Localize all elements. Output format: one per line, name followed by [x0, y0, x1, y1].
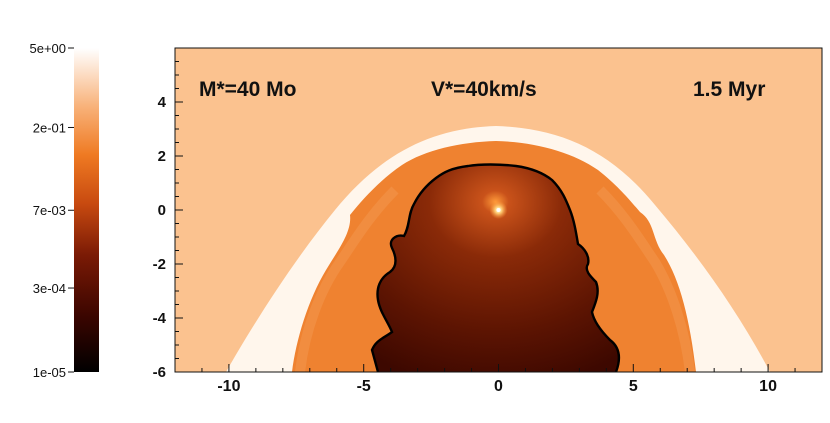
x-tick-label: -10	[217, 378, 240, 395]
annotation-mass: M*=40 Mo	[199, 78, 296, 101]
hot-bubble-region	[372, 164, 619, 372]
y-tick-label: -4	[153, 310, 167, 327]
annotation-time: 1.5 Myr	[693, 78, 765, 101]
colorbar: 5e+00 2e-01 7e-03 3e-04 1e-05	[29, 41, 99, 380]
y-tick-label: 2	[158, 148, 166, 165]
x-tick-label: 5	[629, 378, 638, 395]
colorbar-tick-label: 2e-01	[33, 120, 66, 135]
colorbar-tick-label: 1e-05	[33, 365, 66, 380]
x-axis: -10 -5 0 5 10	[174, 364, 823, 395]
y-tick-label: -2	[153, 256, 166, 273]
colorbar-tick-label: 5e+00	[29, 41, 66, 56]
y-axis: -6 -4 -2 0 2 4	[153, 47, 183, 381]
x-tick-label: -5	[357, 378, 371, 395]
y-tick-label: 4	[158, 94, 167, 111]
annotation-velocity: V*=40km/s	[431, 78, 537, 101]
colorbar-ticks: 5e+00 2e-01 7e-03 3e-04 1e-05	[29, 41, 74, 380]
colorbar-tick-label: 7e-03	[33, 203, 66, 218]
y-tick-label: -6	[153, 364, 166, 381]
star-marker	[496, 208, 501, 212]
plot-panel	[175, 48, 822, 372]
colorbar-ramp	[74, 48, 99, 372]
shocked-layer-texture	[295, 186, 695, 372]
colorbar-tick-label: 3e-04	[33, 281, 66, 296]
y-tick-label: 0	[158, 202, 166, 219]
x-tick-label: 10	[759, 378, 777, 395]
bubble-contour	[370, 163, 621, 372]
x-tick-label: 0	[494, 378, 503, 395]
